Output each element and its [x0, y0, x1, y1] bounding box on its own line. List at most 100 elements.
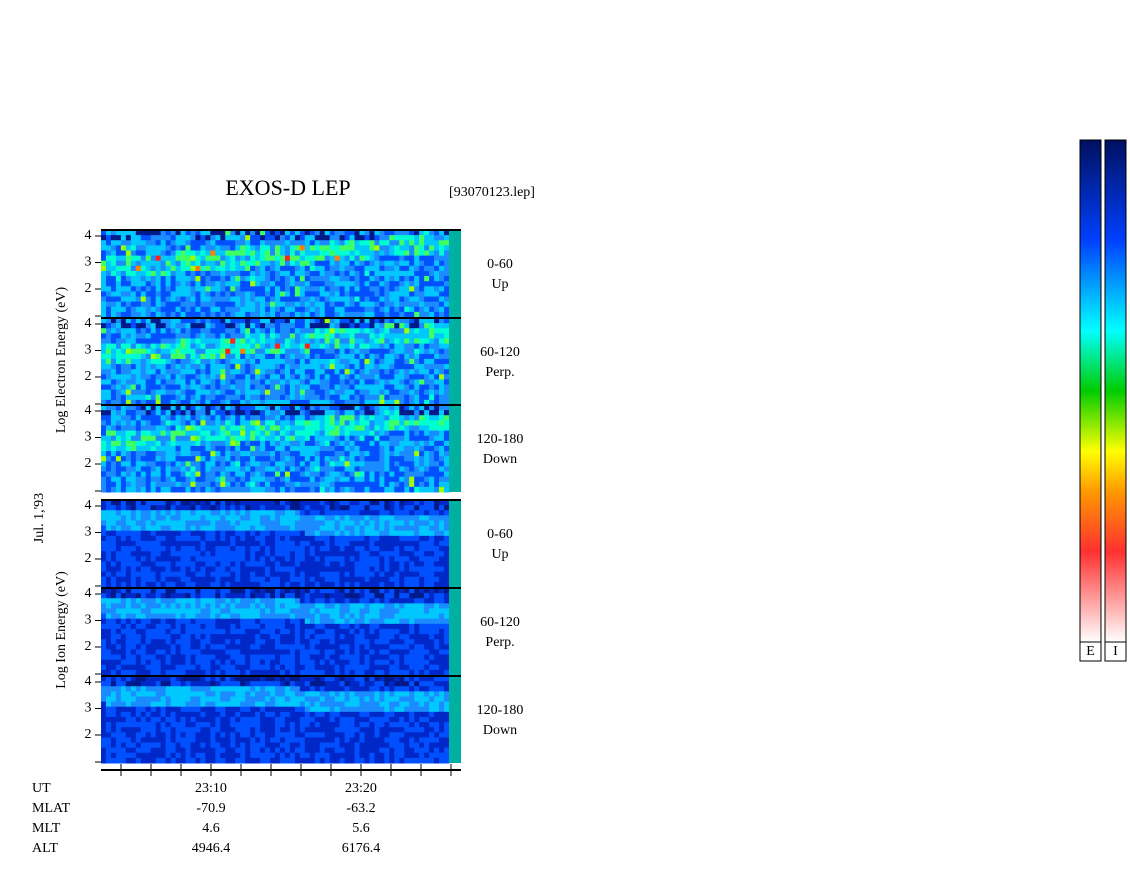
spectrogram-cell: [399, 394, 405, 401]
spectrogram-cell: [240, 546, 246, 552]
spectrogram-cell: [349, 235, 356, 241]
spectrogram-cell: [165, 481, 172, 488]
spectrogram-cell: [304, 500, 311, 506]
spectrogram-cell: [205, 405, 211, 411]
spectrogram-cell: [270, 394, 276, 401]
spectrogram-cell: [145, 235, 152, 241]
spectrogram-cell: [319, 374, 326, 380]
spectrogram-cell: [324, 451, 331, 457]
spectrogram-cell: [409, 260, 415, 267]
spectrogram-cell: [115, 265, 122, 272]
spectrogram-cell: [294, 291, 301, 298]
spectrogram-cell: [120, 415, 127, 421]
spectrogram-cell: [334, 301, 341, 308]
spectrogram-cell: [284, 471, 291, 478]
spectrogram-cell: [334, 461, 341, 467]
spectrogram-cell: [424, 306, 430, 313]
spectrogram-cell: [255, 410, 261, 416]
spectrogram-cell: [245, 435, 251, 442]
spectrogram-cell: [110, 669, 117, 676]
spectrogram-cell: [364, 440, 370, 447]
spectrogram-cell: [135, 291, 142, 298]
spectrogram-cell: [105, 384, 112, 391]
panel-angle: 60-120: [480, 345, 520, 360]
spectrogram-cell: [101, 343, 107, 350]
spectrogram-cell: [275, 466, 281, 473]
spectrogram-cell: [265, 456, 271, 462]
spectrogram-cell: [329, 415, 336, 421]
spectrogram-cell: [175, 471, 182, 478]
spectrogram-cell: [275, 265, 281, 272]
spectrogram-cell: [275, 311, 281, 318]
spectrogram-cell: [101, 425, 107, 432]
spectrogram-cell: [399, 255, 405, 262]
spectrogram-cell: [334, 415, 341, 421]
spectrogram-cell: [110, 525, 117, 532]
spectrogram-cell: [399, 276, 405, 282]
spectrogram-cell: [140, 343, 147, 350]
spectrogram-cell: [384, 420, 390, 426]
spectrogram-cell: [424, 328, 430, 334]
spectrogram-cell: [304, 306, 311, 313]
spectrogram-cell: [101, 571, 107, 578]
spectrogram-cell: [155, 276, 162, 282]
spectrogram-cell: [359, 445, 365, 452]
spectrogram-cell: [329, 240, 336, 246]
spectrogram-cell: [235, 556, 241, 562]
spectrogram-cell: [289, 435, 296, 442]
spectrogram-cell: [135, 333, 142, 339]
spectrogram-cell: [299, 379, 306, 386]
spectrogram-cell: [409, 535, 415, 542]
spectrogram-cell: [205, 343, 211, 350]
spectrogram-cell: [429, 343, 435, 350]
spectrogram-cell: [265, 566, 271, 573]
spectrogram-cell: [245, 255, 251, 262]
spectrogram-cell: [200, 323, 206, 329]
spectrogram-cell: [424, 338, 430, 345]
spectrogram-cell: [424, 515, 430, 521]
spectrogram-cell: [150, 235, 157, 241]
spectrogram-cell: [175, 420, 182, 426]
spectrogram-cell: [140, 481, 147, 488]
spectrogram-cell: [294, 296, 301, 303]
spectrogram-cell: [270, 348, 276, 355]
spectrogram-cell: [260, 515, 266, 521]
spectrogram-cell: [101, 476, 107, 483]
spectrogram-cell: [270, 551, 276, 557]
spectrogram-cell: [145, 245, 152, 251]
spectrogram-cell: [190, 530, 196, 537]
spectrogram-cell: [210, 343, 216, 350]
spectrogram-cell: [354, 240, 361, 246]
spectrogram-cell: [374, 379, 380, 386]
spectrogram-cell: [250, 445, 256, 452]
spectrogram-cell: [120, 430, 127, 437]
spectrogram-cell: [324, 525, 331, 532]
spectrogram-cell: [279, 561, 286, 568]
spectrogram-cell: [309, 255, 316, 262]
spectrogram-cell: [110, 364, 117, 370]
spectrogram-cell: [135, 581, 142, 588]
spectrogram-cell: [101, 608, 107, 615]
spectrogram-cell: [279, 235, 286, 241]
spectrogram-cell: [240, 245, 246, 251]
spectrogram-cell: [374, 270, 380, 277]
spectrogram-cell: [200, 571, 206, 578]
spectrogram-cell: [364, 318, 370, 324]
spectrogram-cell: [379, 306, 385, 313]
spectrogram-cell: [140, 530, 147, 537]
spectrogram-cell: [299, 540, 306, 547]
spectrogram-cell: [279, 358, 286, 365]
spectrogram-cell: [344, 576, 351, 583]
spectrogram-cell: [409, 323, 415, 329]
spectrogram-cell: [424, 556, 430, 562]
spectrogram-cell: [349, 445, 356, 452]
spectrogram-cell: [275, 566, 281, 573]
spectrogram-cell: [230, 379, 236, 386]
spectrogram-cell: [135, 566, 142, 573]
spectrogram-cell: [260, 461, 266, 467]
spectrogram-cell: [384, 561, 390, 568]
spectrogram-cell: [339, 461, 346, 467]
spectrogram-cell: [399, 333, 405, 339]
spectrogram-cell: [230, 581, 236, 588]
spectrogram-cell: [344, 318, 351, 324]
